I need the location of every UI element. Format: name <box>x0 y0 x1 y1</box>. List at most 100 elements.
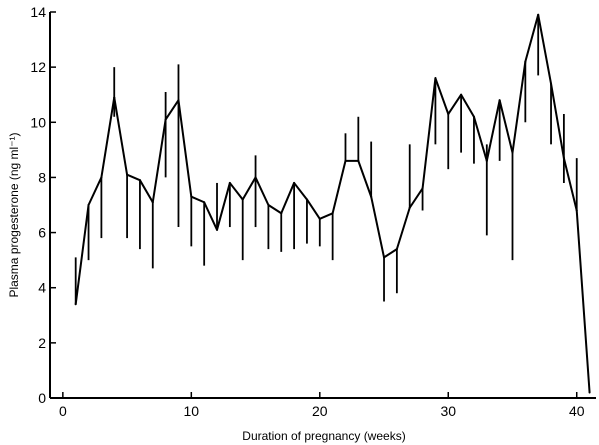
series-line-segment <box>74 204 90 306</box>
series-line-segment <box>280 181 296 215</box>
series-lines <box>74 13 591 394</box>
series-line-segment <box>370 195 386 259</box>
data-point <box>177 99 180 102</box>
series-line-segment <box>254 176 270 206</box>
data-point <box>357 159 360 162</box>
series-line-segment <box>177 99 193 198</box>
y-tick-label: 12 <box>30 59 46 75</box>
series-line-segment <box>485 99 501 162</box>
series-line-segment <box>293 181 308 201</box>
series-line-segment <box>331 159 347 215</box>
data-point <box>524 60 527 63</box>
x-tick-label: 20 <box>312 403 328 419</box>
data-point <box>254 176 257 179</box>
x-tick-label: 40 <box>569 403 585 419</box>
series-line-segment <box>318 212 334 220</box>
y-axis-label: Plasma progesterone (ng ml⁻¹) <box>7 132 21 297</box>
data-point <box>190 195 193 198</box>
data-point <box>460 93 463 96</box>
series-line-segment <box>511 60 527 154</box>
series-line-segment <box>460 93 475 118</box>
series-line-segment <box>537 13 553 85</box>
data-point <box>485 159 488 162</box>
x-tick-label: 0 <box>59 403 67 419</box>
data-point <box>267 204 270 206</box>
data-point <box>498 99 501 102</box>
series-line-segment <box>113 96 129 176</box>
y-tick-label: 6 <box>38 225 46 241</box>
x-tick-label: 10 <box>184 403 200 419</box>
y-tick-label: 14 <box>30 4 46 20</box>
data-point <box>588 391 591 394</box>
data-point <box>241 198 244 201</box>
y-tick-label: 4 <box>38 280 46 296</box>
series-line-segment <box>575 209 591 394</box>
data-point <box>74 303 77 306</box>
y-tick-label: 2 <box>38 335 46 351</box>
data-point <box>370 195 373 198</box>
data-point <box>562 157 565 160</box>
data-point <box>113 96 116 99</box>
series-line-segment <box>190 195 206 204</box>
series-line-segment <box>408 187 424 209</box>
data-point <box>383 256 385 259</box>
y-tick-label: 10 <box>30 114 46 130</box>
data-point <box>318 217 321 220</box>
data-point <box>126 173 128 176</box>
series-line-segment <box>562 157 578 212</box>
series-line-segment <box>524 13 540 63</box>
y-tick-label: 8 <box>38 169 46 185</box>
series-line-segment <box>498 99 514 154</box>
series-line-segment <box>228 181 244 201</box>
data-point <box>228 182 231 184</box>
data-point <box>100 176 103 179</box>
data-point <box>421 187 424 190</box>
data-point <box>306 198 308 201</box>
data-point <box>151 201 154 204</box>
error-bars <box>74 14 578 305</box>
data-point <box>139 179 141 182</box>
data-point <box>331 212 334 215</box>
data-point <box>473 115 475 118</box>
x-axis-label: Duration of pregnancy (weeks) <box>242 429 405 443</box>
series-line-segment <box>100 96 116 179</box>
data-point <box>280 212 283 215</box>
series-line-segment <box>87 176 103 206</box>
series-line-segment <box>550 82 565 160</box>
data-point <box>434 77 437 80</box>
data-point <box>203 201 206 204</box>
series-line-segment <box>472 115 488 162</box>
series-line-segment <box>138 179 154 204</box>
series-line-segment <box>447 93 463 116</box>
series-line-segment <box>151 118 167 204</box>
data-point <box>408 206 411 209</box>
data-point <box>344 159 347 162</box>
data-point <box>575 209 578 212</box>
data-point <box>293 182 295 184</box>
series-line-segment <box>164 99 180 121</box>
series-line-segment <box>421 77 437 190</box>
data-point <box>447 113 450 115</box>
data-point <box>164 118 167 121</box>
series-line-segment <box>126 173 141 182</box>
data-point <box>216 228 218 231</box>
chart-axes <box>49 11 596 399</box>
x-tick-label: 30 <box>440 403 456 419</box>
series-line-segment <box>395 206 411 251</box>
series-line-segment <box>357 159 373 198</box>
series-line-segment <box>434 77 450 116</box>
series-line-segment <box>203 201 219 231</box>
series-line-segment <box>216 181 231 231</box>
data-point <box>537 13 540 16</box>
data-point <box>395 248 398 251</box>
series-line-segment <box>241 176 257 201</box>
series-line-segment <box>267 204 283 215</box>
tick-labels: 0 2 4 6 8 10 12 14 0 10 20 30 40 <box>30 4 584 419</box>
data-point <box>550 82 552 85</box>
series-line-segment <box>305 198 321 220</box>
data-point <box>511 151 514 154</box>
data-point <box>87 204 90 206</box>
y-tick-label: 0 <box>38 390 46 406</box>
series-line-segment <box>383 248 398 259</box>
